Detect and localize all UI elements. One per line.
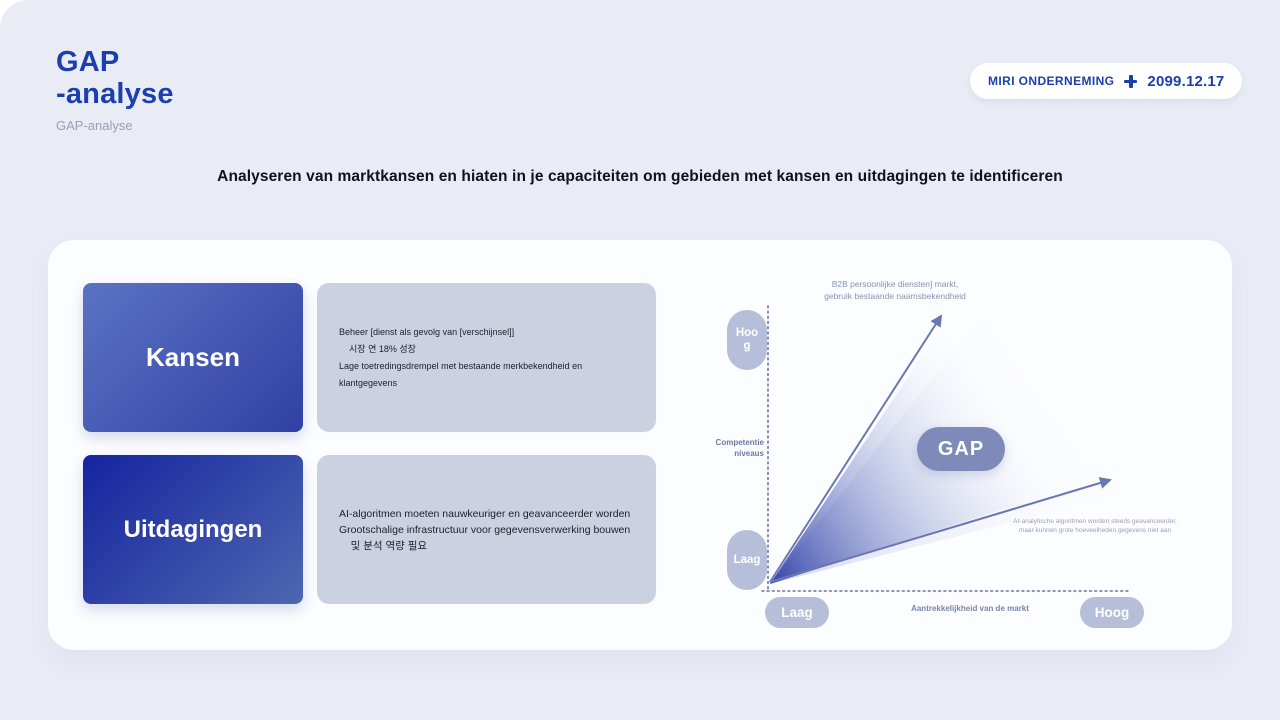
y-axis-low-pill: Laag: [727, 530, 767, 590]
gap-label-pill: GAP: [917, 427, 1005, 471]
plus-icon: [1124, 74, 1138, 88]
ai-annotation-line1: AI-analytische algoritmen worden steeds …: [1013, 518, 1177, 525]
kansen-details: Beheer [dienst als gevolg van [verschijn…: [317, 283, 656, 432]
market-annotation-line1: B2B persoonlijke diensten] markt,: [831, 279, 959, 289]
title-line-2: -analyse: [56, 78, 174, 110]
card-uitdagingen-label: Uitdagingen: [123, 515, 263, 543]
opportunity-arrow: [769, 314, 943, 583]
market-annotation-line2: gebruik bestaande naamsbekendheid: [824, 291, 966, 301]
x-axis-high-pill: Hoog: [1080, 597, 1144, 628]
detail-line: Lage toetredingsdrempel met bestaande me…: [339, 360, 585, 388]
card-kansen: Kansen: [83, 283, 303, 432]
detail-line: AI-algoritmen moeten nauwkeuriger en gea…: [339, 507, 631, 520]
y-axis-label: Competentie niveaus: [715, 438, 764, 458]
uitdagingen-details: AI-algoritmen moeten nauwkeuriger en gea…: [317, 455, 656, 604]
ai-annotation-line2: maar kunnen grote hoeveelheden gegevens …: [1018, 527, 1172, 534]
card-kansen-label: Kansen: [146, 342, 240, 372]
title-line-1: GAP: [56, 46, 120, 78]
detail-line: 시장 연 18% 성장: [339, 343, 416, 354]
x-axis-label: Aantrekkelijkheid van de markt: [911, 604, 1029, 613]
ai-annotation: AI-analytische algoritmen worden steeds …: [1000, 517, 1190, 535]
detail-line: Grootschalige infrastructuur voor gegeve…: [339, 523, 631, 536]
badge-date: 2099.12.17: [1147, 72, 1225, 90]
page-title: GAP -analyse GAP-analyse: [56, 46, 174, 133]
y-axis-high-pill: Hoog: [727, 310, 767, 370]
market-annotation: B2B persoonlijke diensten] markt, gebrui…: [790, 278, 1000, 302]
company-date-badge: MIRI ONDERNEMING 2099.12.17: [970, 63, 1243, 99]
content-panel: Kansen Beheer [dienst als gevolg van [ve…: [48, 240, 1232, 650]
page-subtitle: GAP-analyse: [56, 118, 133, 133]
capability-arrow: [769, 477, 1112, 583]
card-uitdagingen: Uitdagingen: [83, 455, 303, 604]
company-name: MIRI ONDERNEMING: [988, 74, 1115, 88]
gap-diagram: B2B persoonlijke diensten] markt, gebrui…: [710, 270, 1192, 650]
detail-line: Beheer [dienst als gevolg van [verschijn…: [339, 326, 515, 337]
detail-line: 및 분석 역량 필요: [339, 539, 428, 552]
headline: Analyseren van marktkansen en hiaten in …: [217, 168, 1063, 185]
x-axis-low-pill: Laag: [765, 597, 829, 628]
